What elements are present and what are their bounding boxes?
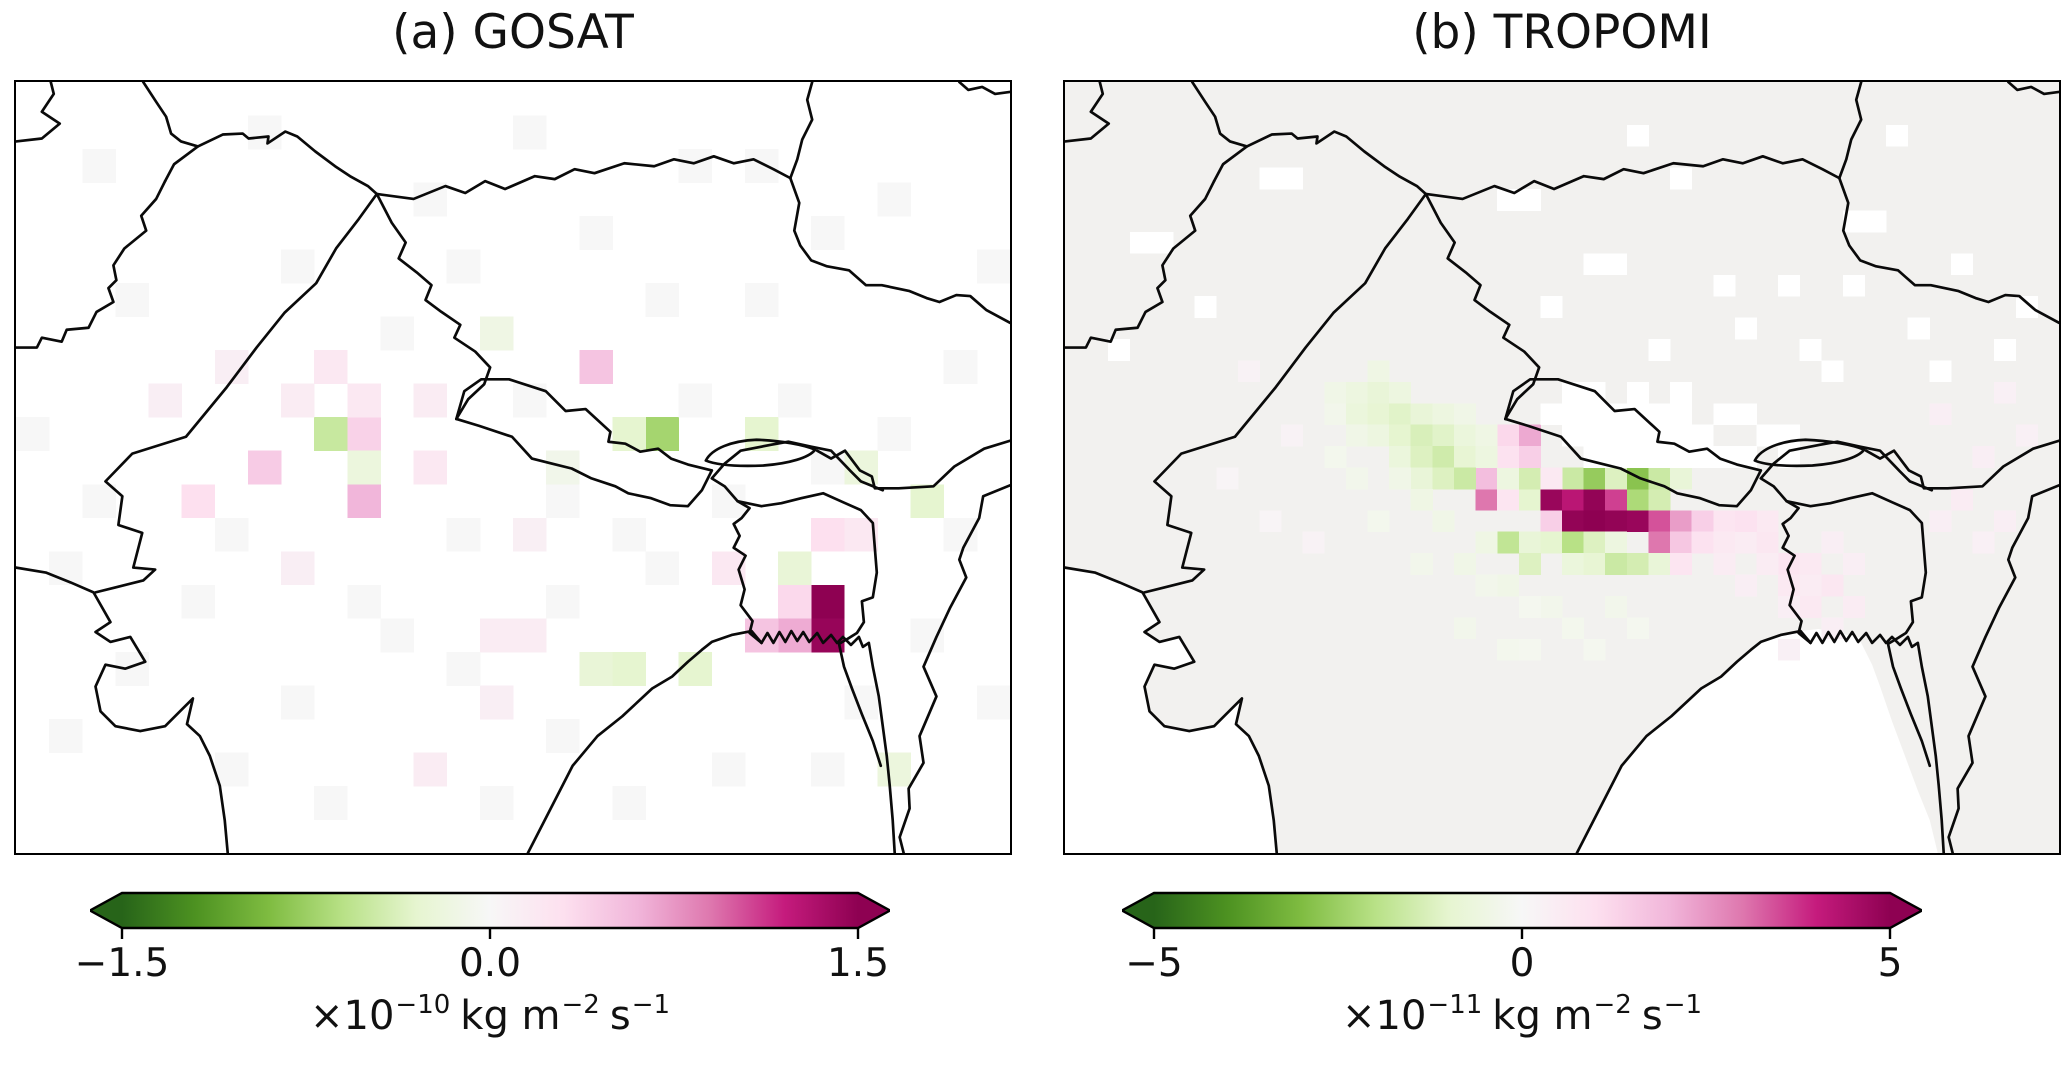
tick-label-max: 5 — [1877, 941, 1903, 986]
colorbar-tick-labels-gosat: −1.5 0.0 1.5 — [75, 941, 890, 986]
colorbar-ticks-gosat — [120, 928, 860, 939]
tick-label-zero: 0.0 — [458, 941, 522, 986]
colorbar-tropomi — [1122, 891, 1922, 943]
map-gosat — [14, 80, 1012, 855]
tick-label-min: −5 — [1125, 941, 1183, 986]
map-canvas-tropomi — [1065, 82, 2059, 853]
arabian-sea-mask — [1065, 569, 1277, 853]
map-canvas-gosat — [16, 82, 1010, 853]
colorbar-unit-label-gosat: ×10−10 kg m−2 s−1 — [309, 990, 671, 1039]
colorbar-gosat — [90, 891, 890, 943]
colorbar-ticks-tropomi — [1152, 928, 1892, 939]
country-borders-tropomi — [1065, 82, 2059, 853]
panel-title-gosat: (a) GOSAT — [392, 5, 634, 60]
tick-label-max: 1.5 — [826, 941, 890, 986]
tick-label-zero: 0 — [1509, 941, 1535, 986]
colorbar-unit-label-tropomi: ×10−11 kg m−2 s−1 — [1341, 990, 1703, 1039]
country-borders-gosat — [16, 82, 1010, 853]
map-tropomi — [1063, 80, 2061, 855]
colorbar-tick-labels-tropomi: −5 0 5 — [1122, 941, 1922, 986]
tick-label-min: −1.5 — [74, 941, 170, 986]
panel-title-tropomi: (b) TROPOMI — [1412, 5, 1712, 60]
colorbar-arrow-gradient-tropomi — [1122, 891, 1922, 930]
bay-of-bengal-mask — [1576, 629, 1938, 853]
colorbar-arrow-gradient-gosat — [90, 891, 890, 930]
